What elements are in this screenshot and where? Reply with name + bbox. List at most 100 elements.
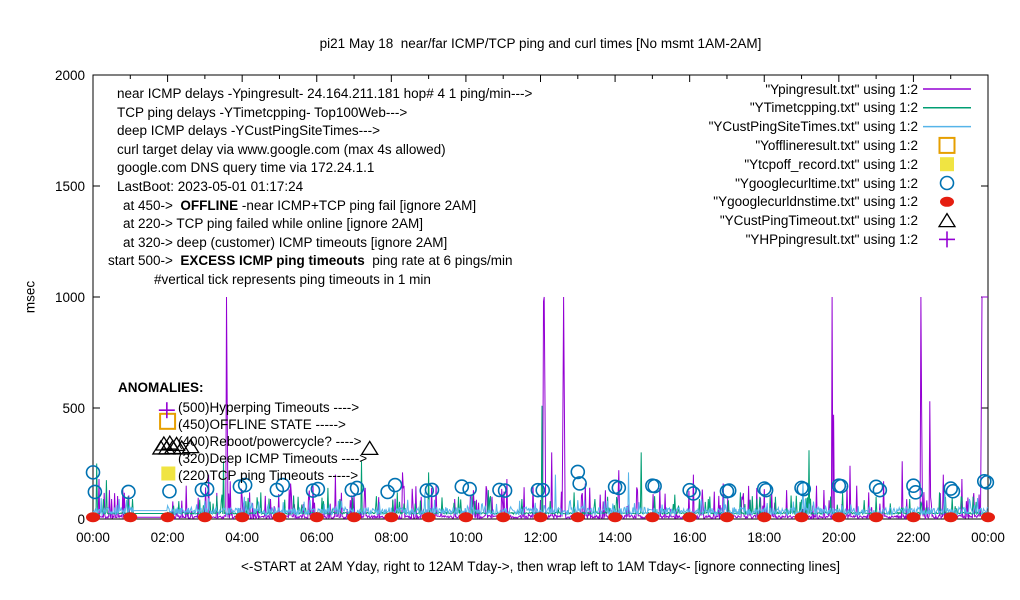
marker-open-circle [380,484,395,500]
marker-filled-dot [347,512,362,523]
marker-open-circle [194,482,210,498]
marker-filled-dot [943,512,958,523]
legend-label: "Ytcpoff_record.txt" using 1:2 [744,156,918,172]
info-line: at 450-> OFFLINE -near ICMP+TCP ping fai… [123,197,477,213]
marker-open-circle [758,482,774,498]
marker-filled-dot [719,512,734,523]
legend-label: "YTimetcpping.txt" using 1:2 [749,100,918,116]
marker-open-circle [939,175,955,191]
marker-open-circle [906,478,921,494]
marker-filled-dot [831,512,846,523]
marker-open-circle [572,476,587,491]
marker-open-circle [454,479,470,494]
marker-filled-dot [533,512,548,523]
marker-open-circle [647,478,662,494]
anomaly-line: (450)OFFLINE STATE -----> [178,416,346,432]
legend-label: "YCustPingSiteTimes.txt" using 1:2 [708,119,918,135]
marker-open-circle [162,483,177,499]
marker-open-circle [943,481,959,496]
info-line: #vertical tick represents ping timeouts … [154,272,431,287]
marker-filled-dot [123,512,138,523]
marker-open-circle [121,484,136,500]
marker-filled-dot [384,512,399,523]
x-axis-label: <-START at 2AM Yday, right to 12AM Tday-… [241,559,840,574]
marker-filled-dot [869,512,884,523]
marker-open-circle [686,486,701,501]
marker-filled-dot [940,196,954,207]
info-line: deep ICMP delays -YCustPingSiteTimes---> [117,123,380,139]
marker-filled-dot [794,512,809,523]
marker-open-circle [310,481,326,497]
info-line: curl target delay via www.google.com (ma… [117,141,446,157]
legend-label: "Ygooglecurldnstime.txt" using 1:2 [713,194,918,210]
x-tick-label: 02:00 [150,530,185,545]
marker-filled-dot [309,512,324,523]
info-line: TCP ping delays -YTimetcpping- Top100Web… [117,104,408,120]
marker-open-circle [87,484,103,500]
anomaly-line: (220)TCP ping Timeouts -----> [178,468,359,484]
marker-open-circle [908,485,923,500]
legend-label: "Ypingresult.txt" using 1:2 [765,81,918,97]
anomaly-line: (500)Hyperping Timeouts ----> [178,399,360,415]
info-line: LastBoot: 2023-05-01 01:17:24 [117,179,304,194]
marker-open-triangle [360,440,379,456]
marker-open-circle [872,482,888,498]
marker-open-triangle [937,212,957,228]
marker-filled-dot [906,512,921,523]
marker-open-circle [682,482,697,498]
x-tick-label: 14:00 [598,530,632,545]
info-line: at 220-> TCP ping failed while online [i… [123,216,424,232]
x-tick-label: 00:00 [76,530,110,545]
marker-open-triangle [181,438,200,454]
marker-open-circle [756,481,772,496]
info-line: near ICMP delays -Ypingresult- 24.164.21… [117,86,533,101]
anomaly-line: (400)Reboot/powercycle? ----> [178,433,362,449]
marker-filled-dot [458,512,473,523]
marker-filled-dot [272,512,287,523]
marker-open-circle [611,480,627,496]
marker-open-circle [85,465,101,480]
marker-filled-dot [421,512,436,523]
x-tick-label: 04:00 [225,530,260,545]
marker-filled-dot [197,512,212,523]
marker-open-square [938,136,956,154]
marker-open-circle [535,482,551,498]
legend-label: "YCustPingTimeout.txt" using 1:2 [719,213,918,229]
marker-open-circle [275,477,291,493]
marker-open-circle [199,481,215,497]
marker-open-circle [492,482,507,498]
x-tick-label: 22:00 [896,530,931,545]
marker-filled-dot [570,512,585,523]
marker-filled-dot [608,512,623,523]
marker-open-circle [796,481,812,497]
y-tick-label: 1000 [54,289,85,305]
legend-label: "YHPpingresult.txt" using 1:2 [745,231,918,247]
marker-open-circle [419,483,435,498]
marker-open-circle [945,483,961,499]
marker-filled-dot [235,512,250,523]
x-tick-label: 18:00 [747,530,782,545]
marker-filled-dot [981,512,995,523]
marker-filled-square [161,466,176,481]
x-tick-label: 16:00 [672,530,707,545]
marker-open-circle [530,482,546,498]
anomaly-line: (320)Deep ICMP Timeouts ----> [178,451,368,467]
marker-open-circle [979,475,995,490]
info-line: at 320-> deep (customer) ICMP timeouts [… [123,234,448,250]
marker-open-circle [462,481,477,497]
marker-open-circle [721,483,737,498]
marker-open-circle [349,480,365,496]
y-tick-label: 1500 [54,178,85,194]
y-tick-label: 2000 [54,67,85,83]
chart-title: pi21 May 18 near/far ICMP/TCP ping and c… [319,36,762,51]
marker-open-circle [424,482,440,498]
marker-open-circle [497,483,513,498]
x-tick-label: 20:00 [821,530,856,545]
marker-filled-dot [160,512,175,523]
marker-open-triangle [163,439,182,455]
marker-filled-square [940,157,954,172]
anomalies-header: ANOMALIES: [118,380,204,395]
marker-open-circle [868,479,884,495]
